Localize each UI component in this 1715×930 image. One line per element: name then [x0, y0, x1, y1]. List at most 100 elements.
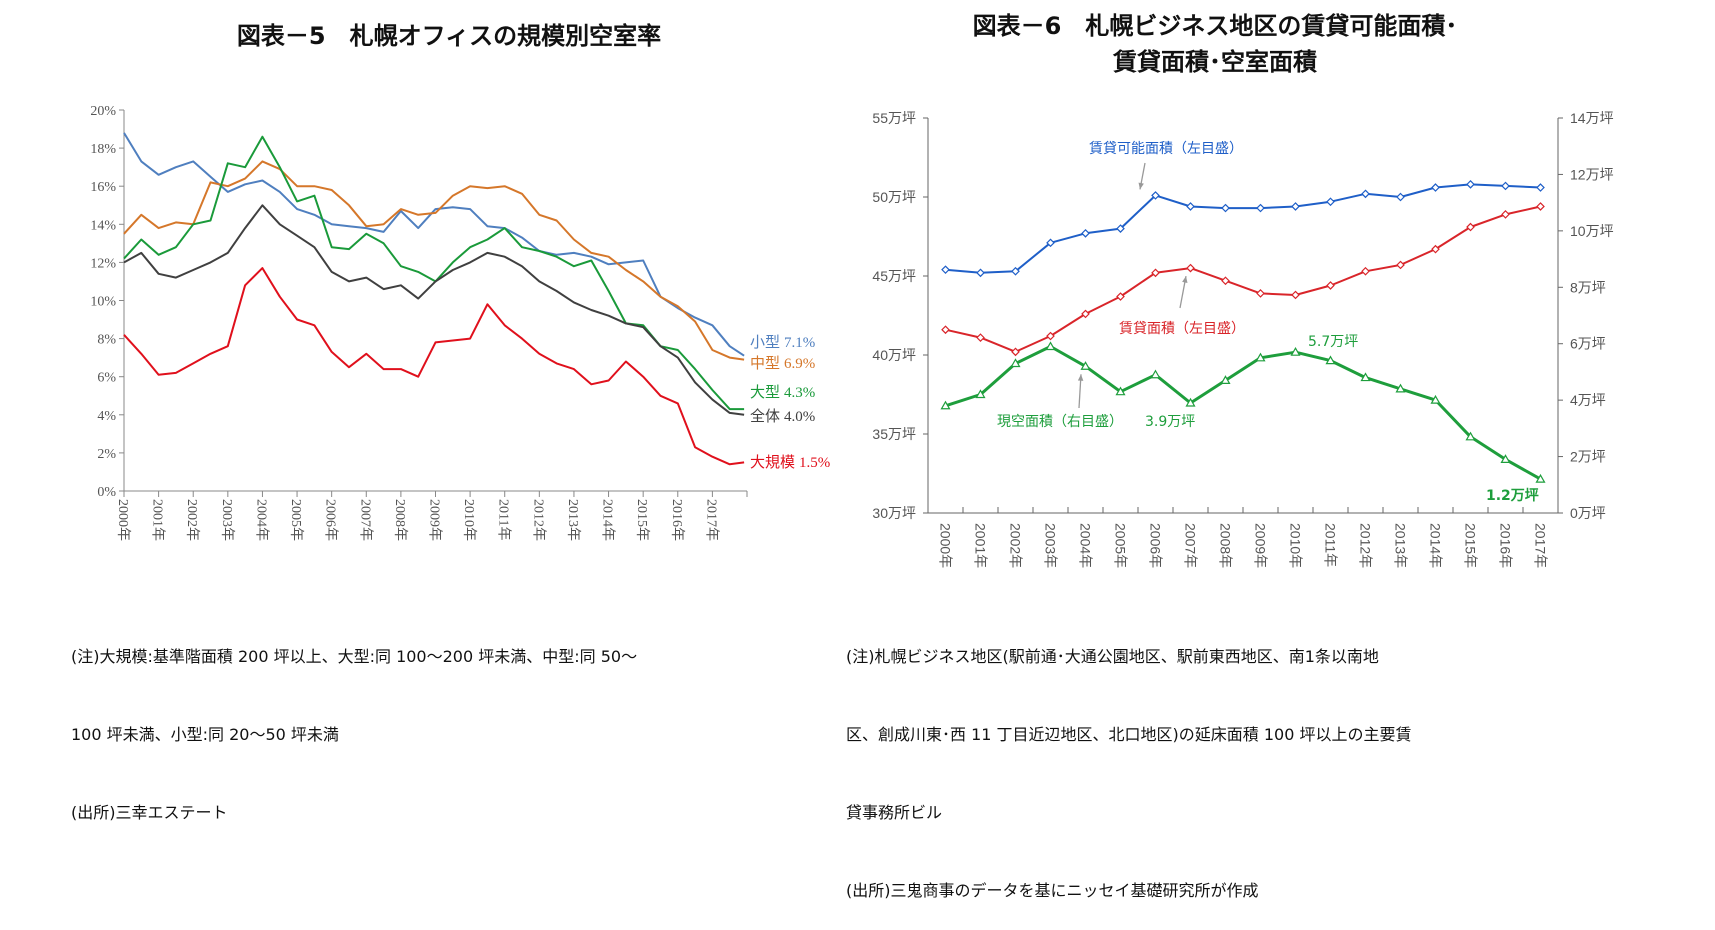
x-tick-label: 2009年: [427, 499, 443, 541]
y-tick-label: 10%: [90, 295, 116, 310]
data-point: [1430, 394, 1441, 404]
data-point: [1046, 331, 1055, 341]
note-line: (注)大規模:基準階面積 200 坪以上、大型:同 100～200 坪未満、中型…: [71, 647, 638, 666]
data-point: [1396, 192, 1405, 202]
data-point: [1431, 244, 1440, 254]
y-tick-label: 6%: [97, 371, 116, 386]
y-tick-label: 14%: [90, 218, 116, 233]
series-label-rentable: 賃貸可能面積（左目盛）: [1089, 141, 1243, 157]
series-line: [945, 205, 1541, 353]
chart6-notes: (注)札幌ビジネス地区(駅前通･大通公園地区、駅前東西地区、南1条以南地 区、創…: [846, 592, 1412, 930]
data-point: [1536, 183, 1545, 192]
note-line: 貸事務所ビル: [846, 803, 943, 822]
right-y-tick-label: 10万坪: [1570, 223, 1614, 239]
right-y-tick-label: 0万坪: [1570, 505, 1606, 521]
x-tick-label: 2008年: [1218, 523, 1234, 568]
x-tick-label: 2010年: [461, 499, 477, 541]
series-label: 大規模 1.5%: [750, 454, 830, 471]
data-point: [1326, 197, 1335, 207]
chart5-notes: (注)大規模:基準階面積 200 坪以上、大型:同 100～200 坪未満、中型…: [71, 592, 637, 852]
data-point: [1291, 202, 1300, 211]
data-point: [1186, 263, 1195, 273]
data-point: [1046, 238, 1055, 248]
x-tick-label: 2012年: [1358, 523, 1374, 568]
x-tick-label: 2001年: [973, 523, 989, 568]
data-point: [1011, 347, 1020, 357]
data-point: [1501, 210, 1510, 219]
data-point: [1361, 189, 1370, 199]
x-tick-label: 2015年: [1463, 523, 1479, 568]
series-name: 大型: [750, 384, 780, 401]
y-tick-label: 16%: [90, 180, 116, 195]
data-point: [1466, 222, 1475, 232]
x-tick-label: 2005年: [1113, 523, 1129, 568]
chart6-plot: 30万坪 35万坪 40万坪 45万坪 50万坪 55万坪 0万坪 2万坪 4万坪 6万坪 8万坪 1…: [872, 110, 1613, 568]
data-point: [941, 265, 950, 275]
series-name: 中型: [750, 355, 780, 372]
data-point: [1361, 266, 1370, 276]
arrow-head: [1138, 182, 1144, 190]
data-point: [976, 333, 985, 342]
series-label: 大型 4.3%: [750, 384, 815, 401]
x-tick-label: 2014年: [1428, 523, 1444, 568]
data-point: [1395, 383, 1406, 393]
data-point: [1045, 341, 1056, 351]
series-line-全体: [123, 204, 745, 416]
series-label-leased: 賃貸面積（左目盛）: [1119, 321, 1245, 337]
data-point: [1011, 266, 1020, 276]
note-line: (出所)三鬼商事のデータを基にニッセイ基礎研究所が作成: [846, 881, 1259, 900]
data-point: [1501, 181, 1510, 191]
data-point: [1396, 260, 1405, 270]
y-tick-label: 20%: [90, 104, 116, 119]
x-tick-label: 2012年: [530, 499, 546, 541]
x-tick-label: 2013年: [1393, 523, 1409, 568]
series-label: 全体 4.0%: [750, 407, 815, 425]
data-point: [1256, 289, 1265, 298]
series-name: 全体: [750, 407, 780, 425]
series-end-value: 1.5%: [799, 455, 830, 471]
x-tick-label: 2003年: [1043, 523, 1059, 568]
x-tick-label: 2006年: [1148, 523, 1164, 568]
data-point: [1116, 292, 1125, 301]
data-point: [1325, 355, 1336, 365]
data-point: [976, 268, 985, 278]
x-tick-label: 2000年: [115, 499, 131, 541]
x-tick-label: 2013年: [565, 499, 581, 541]
y-tick-label: 8%: [97, 333, 116, 348]
data-point: [1151, 268, 1160, 278]
series-line: [945, 345, 1542, 481]
data-point: [1220, 375, 1231, 384]
data-point: [1221, 203, 1230, 213]
x-tick-label: 2007年: [357, 499, 373, 541]
data-point: [1081, 309, 1090, 319]
right-y-tick-label: 4万坪: [1570, 392, 1606, 408]
right-y-tick-label: 8万坪: [1570, 279, 1606, 295]
data-point: [1116, 224, 1125, 233]
note-line: (出所)三幸エステート: [71, 803, 228, 822]
data-point: [1081, 228, 1090, 238]
series-label-vacant: 現空面積（右目盛）: [997, 414, 1123, 430]
note-line: (注)札幌ビジネス地区(駅前通･大通公園地区、駅前東西地区、南1条以南地: [846, 647, 1379, 666]
y-tick-label: 18%: [90, 142, 116, 157]
annotation-peak: 5.7万坪: [1308, 334, 1358, 350]
data-point: [1290, 346, 1301, 356]
right-y-tick-label: 2万坪: [1570, 449, 1606, 465]
x-tick-label: 2001年: [150, 499, 166, 541]
data-point: [1080, 361, 1091, 370]
left-y-tick-label: 40万坪: [872, 347, 916, 363]
note-line: 区、創成川東･西 11 丁目近辺地区、北口地区)の延床面積 100 坪以上の主要…: [846, 725, 1412, 744]
x-tick-label: 2016年: [1498, 523, 1514, 568]
y-tick-label: 4%: [97, 409, 116, 424]
y-tick-label: 12%: [90, 256, 116, 271]
x-tick-label: 2017年: [1533, 523, 1549, 568]
right-y-tick-label: 14万坪: [1570, 110, 1614, 126]
x-tick-label: 2006年: [323, 499, 339, 541]
data-point: [1010, 358, 1021, 368]
x-tick-label: 2008年: [392, 499, 408, 541]
data-point: [1465, 431, 1476, 441]
series-label: 中型 6.9%: [750, 355, 815, 372]
series-line-大規模: [123, 267, 745, 466]
data-point: [1536, 202, 1545, 211]
series-end-value: 7.1%: [784, 335, 815, 351]
chart5-plot: 0% 2% 4% 6% 8% 10% 12% 14% 16% 18% 20% 2000年 2001年 20…: [90, 104, 830, 541]
